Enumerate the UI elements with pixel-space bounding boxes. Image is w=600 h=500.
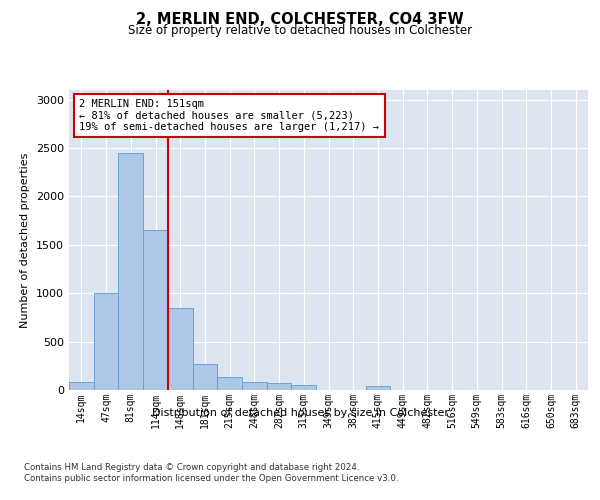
Bar xyxy=(69,382,94,390)
Bar xyxy=(193,364,217,390)
Text: Distribution of detached houses by size in Colchester: Distribution of detached houses by size … xyxy=(151,408,449,418)
Text: Contains HM Land Registry data © Crown copyright and database right 2024.: Contains HM Land Registry data © Crown c… xyxy=(24,462,359,471)
Text: 2, MERLIN END, COLCHESTER, CO4 3FW: 2, MERLIN END, COLCHESTER, CO4 3FW xyxy=(136,12,464,28)
Bar xyxy=(267,383,292,390)
Text: Size of property relative to detached houses in Colchester: Size of property relative to detached ho… xyxy=(128,24,472,37)
Bar xyxy=(242,382,267,390)
Bar xyxy=(292,385,316,390)
Bar xyxy=(168,308,193,390)
Bar xyxy=(217,378,242,390)
Bar xyxy=(118,153,143,390)
Bar xyxy=(94,293,118,390)
Y-axis label: Number of detached properties: Number of detached properties xyxy=(20,152,31,328)
Bar xyxy=(143,230,168,390)
Text: 2 MERLIN END: 151sqm
← 81% of detached houses are smaller (5,223)
19% of semi-de: 2 MERLIN END: 151sqm ← 81% of detached h… xyxy=(79,99,379,132)
Text: Contains public sector information licensed under the Open Government Licence v3: Contains public sector information licen… xyxy=(24,474,398,483)
Bar xyxy=(365,386,390,390)
